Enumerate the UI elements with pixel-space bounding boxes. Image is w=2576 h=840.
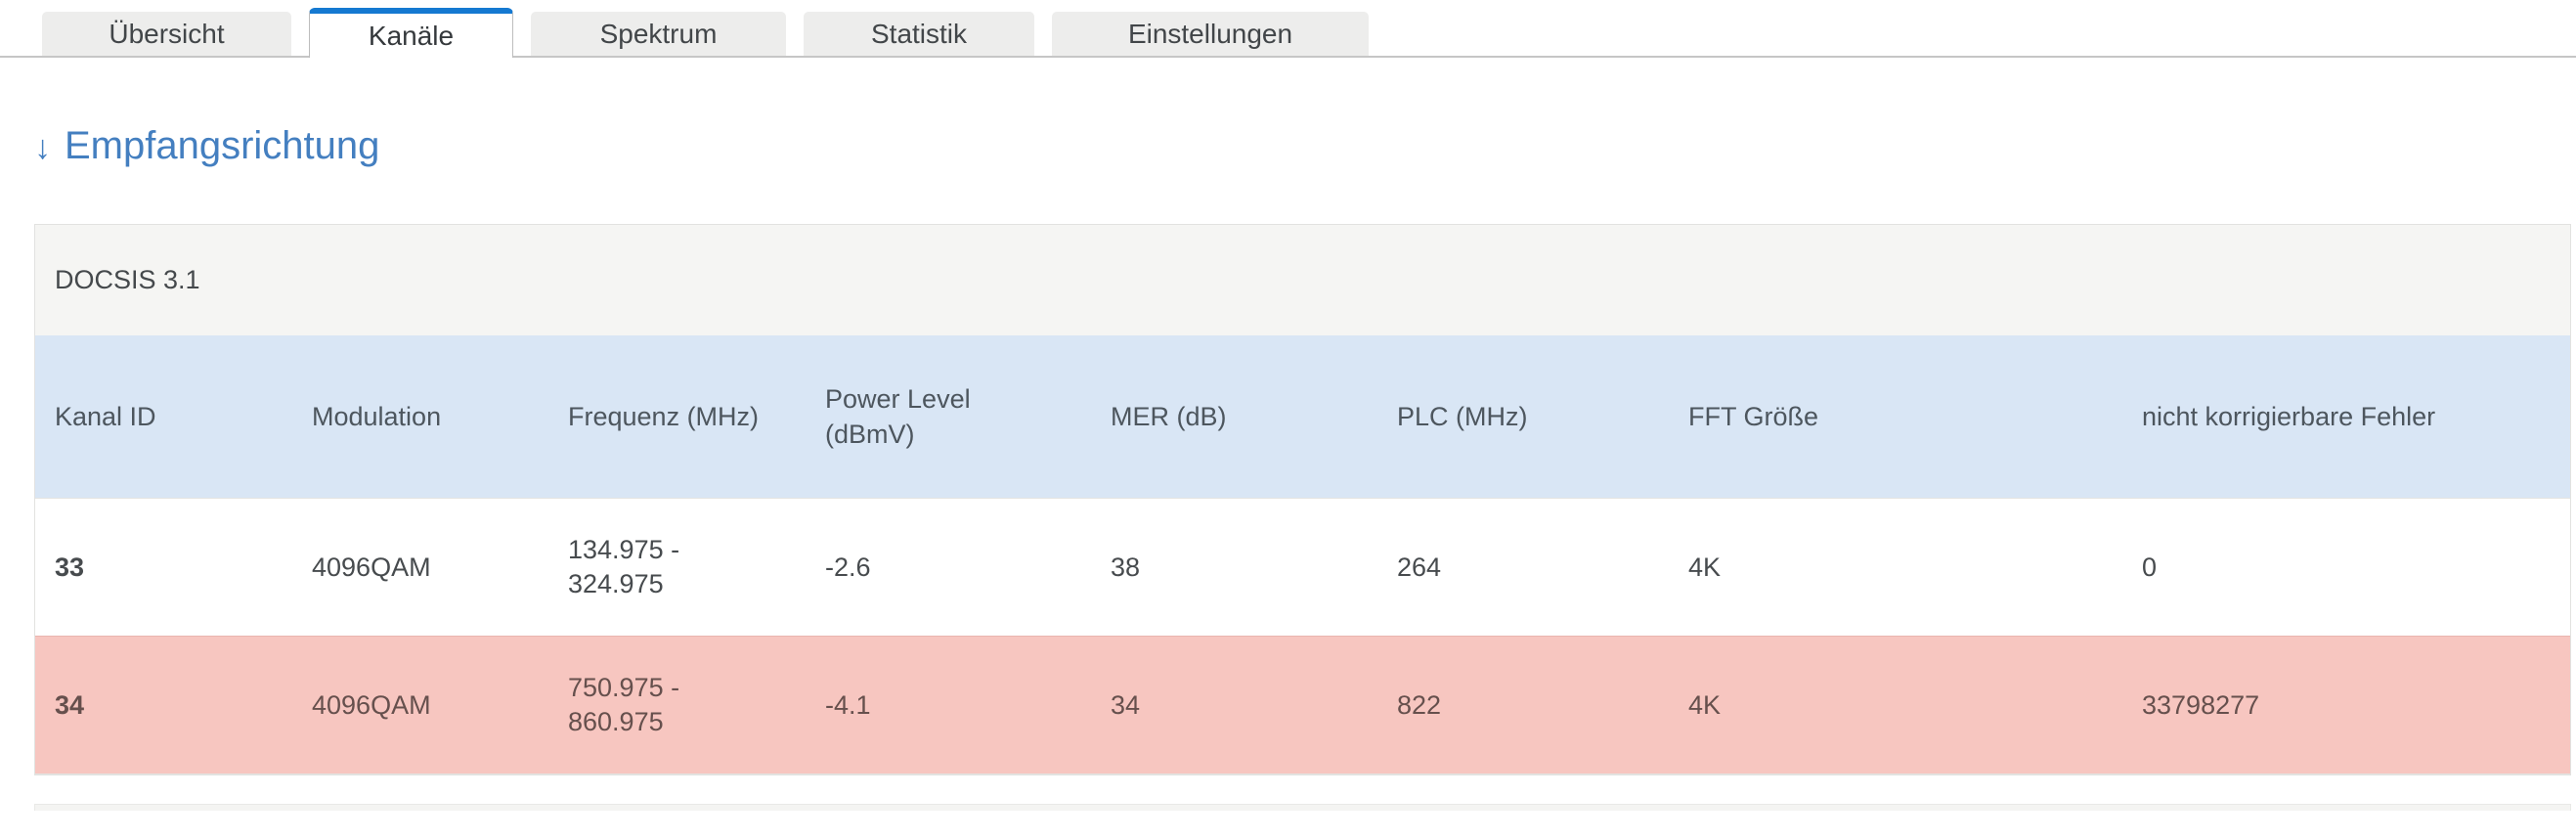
section-heading-label: Empfangsrichtung xyxy=(65,124,380,167)
cell-modulation: 4096QAM xyxy=(292,636,548,774)
channel-row-33: 33 4096QAM 134.975 - 324.975 -2.6 38 264… xyxy=(35,498,2570,637)
page-content: ↓ Empfangsrichtung DOCSIS 3.1 Kanal ID M… xyxy=(0,122,2576,811)
cell-power-level: -2.6 xyxy=(806,498,1091,637)
empfangsrichtung-heading[interactable]: ↓ Empfangsrichtung xyxy=(34,122,2571,169)
table-caption: DOCSIS 3.1 xyxy=(35,225,2570,335)
arrow-down-icon: ↓ xyxy=(34,128,51,166)
cell-modulation: 4096QAM xyxy=(292,498,548,637)
cell-fehler: 33798277 xyxy=(2122,636,2570,774)
column-header-nicht-korrigierbare-fehler: nicht korrigierbare Fehler xyxy=(2122,335,2570,499)
cell-fft-groesse: 4K xyxy=(1669,498,2122,637)
column-header-frequenz: Frequenz (MHz) xyxy=(548,335,806,499)
column-header-fft-groesse: FFT Größe xyxy=(1669,335,2122,499)
column-header-plc: PLC (MHz) xyxy=(1377,335,1669,499)
tab-statistik[interactable]: Statistik xyxy=(804,12,1034,56)
docsis31-table: DOCSIS 3.1 Kanal ID Modulation Frequenz … xyxy=(34,224,2571,775)
cell-power-level: -4.1 xyxy=(806,636,1091,774)
column-header-power-level: Power Level (dBmV) xyxy=(806,335,1091,499)
cell-plc: 264 xyxy=(1377,498,1669,637)
tab-bar: Übersicht Kanäle Spektrum Statistik Eins… xyxy=(0,0,2576,58)
column-header-mer: MER (dB) xyxy=(1091,335,1377,499)
tab-einstellungen[interactable]: Einstellungen xyxy=(1052,12,1369,56)
column-header-modulation: Modulation xyxy=(292,335,548,499)
cell-kanal-id: 33 xyxy=(35,498,292,637)
header-row: Kanal ID Modulation Frequenz (MHz) Power… xyxy=(35,335,2570,499)
channel-row-34: 34 4096QAM 750.975 - 860.975 -4.1 34 822… xyxy=(35,636,2570,774)
cell-kanal-id: 34 xyxy=(35,636,292,774)
cell-fehler: 0 xyxy=(2122,498,2570,637)
next-section-partial xyxy=(34,804,2571,811)
cell-mer: 38 xyxy=(1091,498,1377,637)
tab-uebersicht[interactable]: Übersicht xyxy=(42,12,291,56)
cell-frequenz: 134.975 - 324.975 xyxy=(548,498,806,637)
channel-table-body: 33 4096QAM 134.975 - 324.975 -2.6 38 264… xyxy=(35,498,2570,774)
channel-table-header: Kanal ID Modulation Frequenz (MHz) Power… xyxy=(35,335,2570,499)
tab-spektrum[interactable]: Spektrum xyxy=(531,12,786,56)
cell-plc: 822 xyxy=(1377,636,1669,774)
channel-table: Kanal ID Modulation Frequenz (MHz) Power… xyxy=(35,335,2570,774)
cell-mer: 34 xyxy=(1091,636,1377,774)
cell-frequenz: 750.975 - 860.975 xyxy=(548,636,806,774)
column-header-kanal-id: Kanal ID xyxy=(35,335,292,499)
cell-fft-groesse: 4K xyxy=(1669,636,2122,774)
tab-kanaele[interactable]: Kanäle xyxy=(309,8,513,58)
